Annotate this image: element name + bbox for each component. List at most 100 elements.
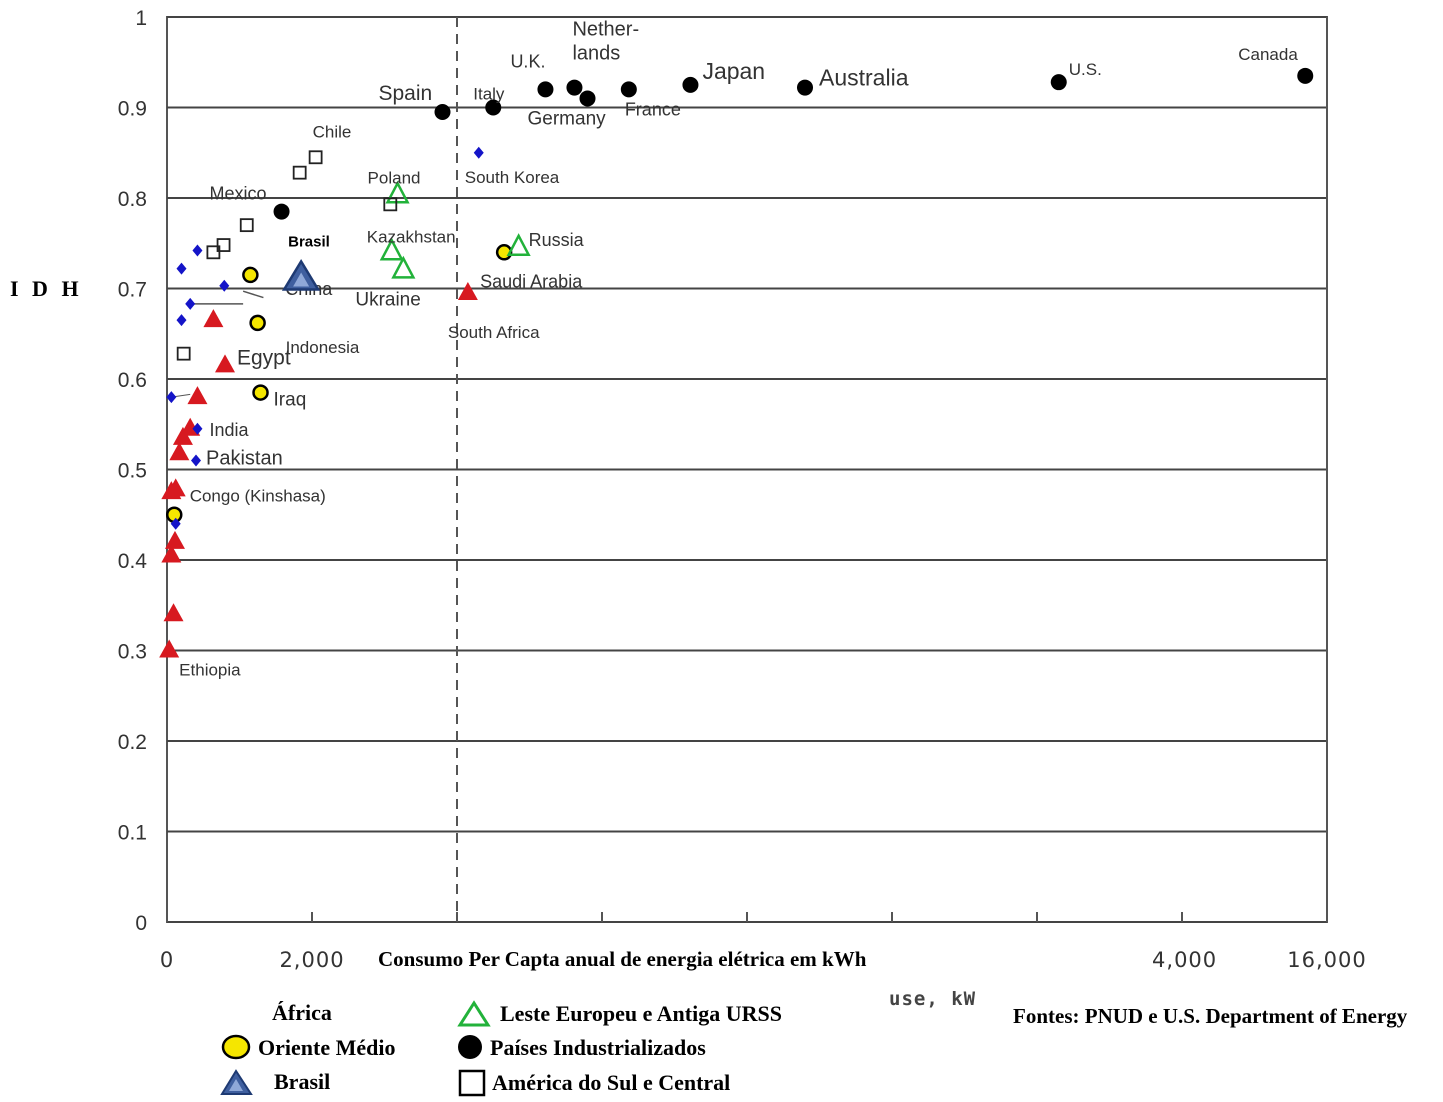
y-tick-label: 0.1 bbox=[118, 822, 147, 845]
point-label: Ethiopia bbox=[179, 661, 241, 680]
data-point bbox=[273, 203, 290, 220]
point-label: Indonesia bbox=[286, 338, 360, 357]
data-point bbox=[292, 165, 307, 180]
legend-america: América do Sul e Central bbox=[458, 1069, 730, 1097]
partial-axis-text: use, kW bbox=[889, 988, 977, 1010]
label-mask bbox=[264, 229, 355, 280]
y-tick-label: 0.9 bbox=[118, 98, 147, 121]
data-point bbox=[176, 314, 187, 327]
point-label: Mexico bbox=[210, 184, 267, 204]
edge-mask bbox=[1329, 17, 1389, 922]
data-point bbox=[682, 76, 699, 93]
point-label: Ukraine bbox=[355, 289, 420, 310]
data-point bbox=[185, 297, 196, 310]
y-tick-label: 0.5 bbox=[118, 460, 147, 483]
legend-africa-label: África bbox=[272, 1000, 332, 1025]
point-label: South Africa bbox=[448, 323, 540, 342]
data-point bbox=[473, 146, 484, 159]
data-point bbox=[191, 454, 201, 467]
data-point bbox=[206, 245, 221, 260]
point-label: Canada bbox=[1238, 45, 1298, 64]
data-point bbox=[242, 266, 259, 284]
y-tick-label: 0 bbox=[135, 912, 147, 935]
point-label: U.K. bbox=[510, 51, 545, 71]
black-circle-icon bbox=[458, 1035, 482, 1059]
data-point bbox=[164, 530, 185, 549]
legend-america-label: América do Sul e Central bbox=[492, 1070, 731, 1095]
data-point bbox=[579, 90, 596, 107]
point-label: Iraq bbox=[274, 390, 307, 411]
data-point bbox=[506, 233, 531, 257]
y-tick-label: 0.6 bbox=[118, 369, 147, 392]
y-tick-label: 0.7 bbox=[118, 279, 147, 302]
data-point bbox=[391, 255, 416, 279]
point-label: lands bbox=[572, 43, 620, 65]
data-point bbox=[161, 481, 182, 500]
data-point bbox=[252, 384, 269, 401]
legend-leste-label: Leste Europeu e Antiga URSS bbox=[500, 1001, 782, 1026]
data-point bbox=[485, 99, 502, 116]
data-point bbox=[537, 81, 554, 98]
point-label: France bbox=[625, 99, 681, 119]
point-label: India bbox=[209, 420, 249, 440]
data-point bbox=[163, 603, 184, 622]
data-point bbox=[1297, 67, 1314, 84]
point-label: Chile bbox=[313, 122, 352, 141]
point-label: Poland bbox=[368, 168, 421, 187]
point-label: Japan bbox=[702, 58, 765, 84]
open-square-icon bbox=[458, 1069, 486, 1097]
data-point bbox=[620, 81, 637, 98]
data-point-inner bbox=[293, 272, 310, 287]
legend-industrial-label: Países Industrializados bbox=[490, 1035, 706, 1060]
data-point bbox=[192, 244, 203, 257]
point-label: Brasil bbox=[288, 233, 330, 250]
legend-leste: Leste Europeu e Antiga URSS bbox=[456, 1000, 782, 1028]
point-label: Russia bbox=[529, 230, 585, 250]
data-point bbox=[308, 150, 323, 165]
y-tick-label: 0.4 bbox=[118, 550, 148, 573]
data-point bbox=[239, 218, 254, 233]
data-point bbox=[170, 517, 181, 530]
yellow-circle-icon bbox=[221, 1034, 251, 1060]
x-tick-label: 0 bbox=[160, 948, 174, 972]
data-point bbox=[457, 282, 478, 301]
leader-line bbox=[242, 290, 264, 299]
data-point bbox=[219, 279, 230, 292]
legend-africa: África bbox=[272, 1000, 332, 1026]
y-axis-label: I D H bbox=[10, 276, 83, 301]
data-point bbox=[161, 544, 182, 563]
source-note: Fontes: PNUD e U.S. Department of Energy bbox=[1013, 1004, 1408, 1028]
data-point bbox=[166, 391, 177, 404]
point-label: Egypt bbox=[237, 346, 291, 369]
data-point bbox=[249, 314, 266, 332]
x-tick-label: 16,000 bbox=[1287, 948, 1366, 972]
point-label: Italy bbox=[473, 85, 505, 104]
point-label: South Korea bbox=[465, 168, 560, 187]
point-label: Germany bbox=[528, 108, 607, 129]
data-point bbox=[172, 426, 193, 445]
data-point bbox=[1050, 74, 1067, 91]
data-point bbox=[383, 197, 398, 212]
data-point bbox=[176, 346, 191, 361]
data-point bbox=[169, 442, 190, 461]
legend-oriente: Oriente Médio bbox=[220, 1034, 395, 1062]
point-label: Spain bbox=[379, 82, 433, 105]
y-tick-label: 1 bbox=[135, 7, 147, 30]
legend-industrial: Países Industrializados bbox=[456, 1034, 706, 1062]
green-open-triangle-icon bbox=[457, 1000, 491, 1027]
x-tick-label: 2,000 bbox=[279, 948, 344, 972]
brasil-triangle-icon bbox=[220, 1069, 253, 1095]
data-point bbox=[797, 79, 813, 96]
y-tick-label: 0.3 bbox=[118, 641, 147, 664]
y-tick-label: 0.8 bbox=[118, 188, 147, 211]
data-point bbox=[215, 354, 235, 373]
point-label: U.S. bbox=[1069, 60, 1102, 79]
data-point bbox=[379, 237, 404, 261]
data-point bbox=[385, 180, 410, 204]
legend-brasil: Brasil bbox=[218, 1067, 330, 1097]
point-label: Saudi Arabia bbox=[480, 271, 583, 291]
data-point bbox=[203, 309, 224, 328]
data-point bbox=[192, 422, 203, 435]
